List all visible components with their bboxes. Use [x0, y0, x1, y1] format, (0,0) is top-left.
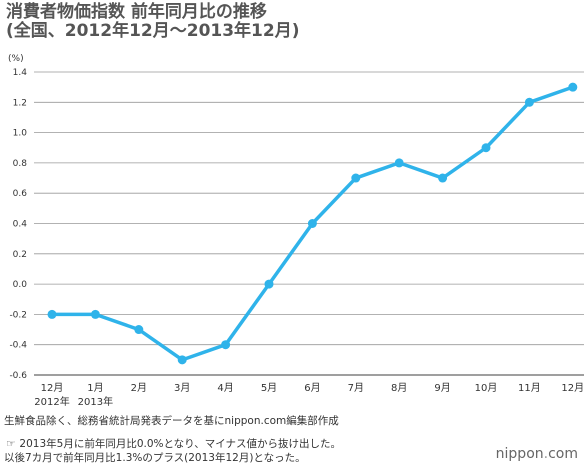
data-point — [438, 173, 448, 183]
data-point — [568, 82, 578, 92]
x-tick-sublabel: 2012年 — [34, 395, 69, 408]
x-tick-label: 11月 — [518, 382, 541, 394]
data-point — [47, 309, 57, 319]
pointing-hand-icon: ☞ — [6, 438, 16, 450]
y-tick-label: 1.0 — [13, 129, 28, 139]
x-tick-label: 2月 — [131, 382, 147, 394]
y-tick-label: 0.2 — [13, 250, 27, 260]
y-tick-label: -0.4 — [9, 341, 27, 351]
data-point — [481, 143, 491, 153]
brand-name: nippon — [495, 446, 544, 462]
x-tick-label: 4月 — [217, 382, 233, 394]
data-point — [134, 325, 144, 335]
y-tick-label: 0.0 — [13, 280, 28, 290]
x-tick-label: 1月 — [87, 382, 103, 394]
series-line — [47, 82, 578, 365]
x-tick-label: 5月 — [261, 382, 277, 394]
y-tick-label: 0.6 — [13, 189, 28, 199]
y-tick-label: -0.2 — [9, 310, 27, 320]
x-tick-label: 6月 — [304, 382, 320, 394]
x-tick-label: 10月 — [475, 382, 498, 394]
note-line-1: 2013年5月に前年同月比0.0%となり、マイナス値から抜け出した。 — [19, 438, 342, 450]
y-tick-label: 1.4 — [13, 68, 28, 78]
chart-subtitle: (全国、2012年12月〜2013年12月) — [6, 21, 300, 41]
brand-tld: com — [548, 446, 578, 462]
brand-logo: nippon.com — [496, 446, 578, 462]
y-unit-label: (%) — [8, 54, 24, 64]
gridlines — [34, 71, 584, 376]
x-tick-label: 3月 — [174, 382, 190, 394]
data-point — [524, 97, 534, 107]
data-point — [264, 279, 274, 289]
y-tick-label: 1.2 — [13, 98, 27, 108]
source-note: 生鮮食品除く、総務省統計局発表データを基にnippon.com編集部作成 — [4, 415, 339, 427]
x-tick-label: 7月 — [348, 382, 364, 394]
data-point — [394, 158, 404, 168]
y-tick-label: -0.6 — [9, 371, 27, 381]
chart-title: 消費者物価指数 前年同月比の推移 — [6, 2, 267, 22]
x-tick-label: 9月 — [434, 382, 450, 394]
brand-dot: . — [543, 446, 549, 462]
commentary-note: ☞ 2013年5月に前年同月比0.0%となり、マイナス値から抜け出した。 以後7カ… — [4, 437, 341, 465]
x-tick-label: 12月 — [561, 382, 584, 394]
y-tick-label: 0.8 — [13, 159, 28, 169]
y-tick-label: 0.4 — [13, 220, 28, 230]
data-point — [177, 355, 187, 365]
x-tick-sublabel: 2013年 — [78, 395, 113, 408]
x-tick-label: 8月 — [391, 382, 407, 394]
y-axis: 1.4 1.2 1.0 0.8 0.6 0.4 0.2 0.0 -0.2 -0.4 -0.6 — [9, 68, 27, 381]
data-point — [351, 173, 361, 183]
note-line-2: 以後7カ月で前年同月比1.3%のプラス(2013年12月)となった。 — [4, 452, 306, 464]
data-point — [221, 340, 231, 350]
data-point — [307, 219, 317, 228]
data-point — [90, 309, 100, 319]
x-tick-label: 12月 — [41, 382, 64, 394]
